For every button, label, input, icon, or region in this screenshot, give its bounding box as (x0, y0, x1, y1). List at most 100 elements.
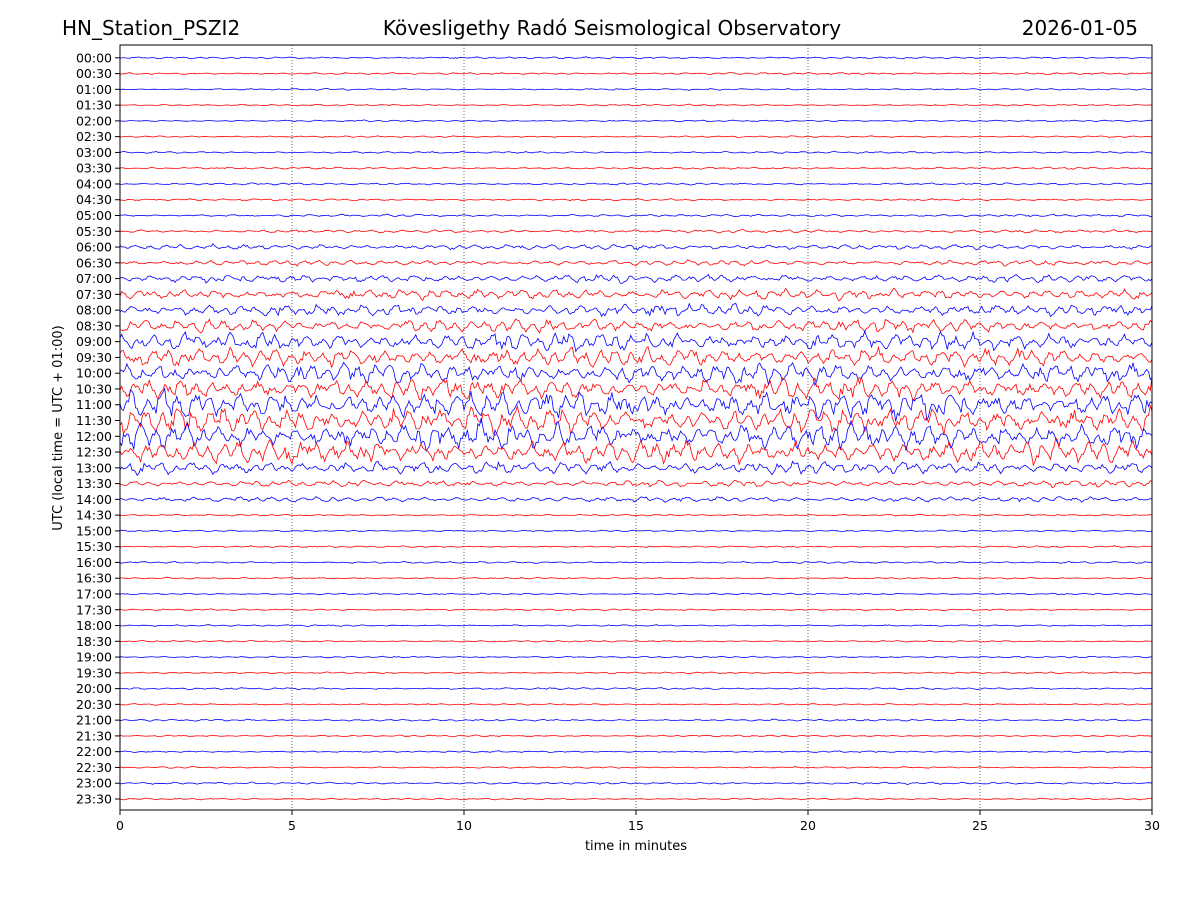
y-tick-label: 20:30 (76, 697, 112, 712)
observatory-title: Kövesligethy Radó Seismological Observat… (383, 16, 841, 40)
y-tick-label: 00:30 (76, 66, 112, 81)
trace-row-2300 (119, 781, 1153, 786)
y-tick-label: 05:30 (76, 224, 112, 239)
y-tick-label: 13:00 (76, 460, 112, 475)
trace-row-1230 (119, 436, 1153, 467)
trace-row-1100 (119, 387, 1153, 422)
trace-row-0200 (119, 119, 1153, 123)
trace-row-1430 (119, 513, 1153, 517)
trace-row-2200 (120, 750, 1152, 754)
y-tick-label: 06:30 (76, 255, 112, 270)
trace-row-0630 (119, 259, 1153, 267)
trace-row-0400 (119, 182, 1153, 186)
trace-row-2100 (119, 718, 1153, 722)
x-tick-label: 10 (456, 818, 472, 833)
y-axis-ticks: 00:0000:3001:0001:3002:0002:3003:0003:30… (76, 50, 120, 806)
y-tick-label: 07:30 (76, 287, 112, 302)
y-tick-label: 04:00 (76, 176, 112, 191)
y-tick-label: 22:30 (76, 760, 112, 775)
y-tick-label: 17:30 (76, 602, 112, 617)
trace-row-0030 (119, 72, 1153, 76)
y-tick-label: 00:00 (76, 50, 112, 65)
trace-row-0330 (119, 166, 1153, 170)
x-tick-label: 30 (1144, 818, 1160, 833)
y-tick-label: 11:00 (76, 397, 112, 412)
trace-row-0100 (119, 87, 1152, 91)
y-tick-label: 17:00 (76, 586, 112, 601)
station-title: HN_Station_PSZI2 (62, 16, 240, 40)
trace-row-1500 (119, 529, 1153, 533)
y-tick-label: 12:00 (76, 429, 112, 444)
x-tick-label: 20 (800, 818, 816, 833)
y-tick-label: 01:00 (76, 82, 112, 97)
trace-row-0600 (119, 243, 1153, 251)
trace-row-2000 (120, 687, 1153, 691)
trace-row-1400 (119, 495, 1153, 503)
y-tick-label: 10:30 (76, 381, 112, 396)
trace-row-2130 (119, 734, 1153, 738)
y-tick-label: 18:00 (76, 618, 112, 633)
trace-row-0300 (119, 150, 1153, 154)
trace-row-2230 (119, 766, 1153, 769)
x-tick-label: 5 (288, 818, 296, 833)
trace-row-1930 (119, 671, 1153, 675)
trace-row-0730 (119, 287, 1153, 302)
y-tick-label: 03:30 (76, 161, 112, 176)
trace-row-1330 (119, 479, 1153, 489)
x-tick-label: 15 (628, 818, 644, 833)
trace-row-0700 (119, 273, 1153, 284)
y-tick-label: 21:00 (76, 713, 112, 728)
y-tick-label: 19:00 (76, 650, 112, 665)
trace-row-0530 (119, 228, 1152, 234)
y-tick-label: 16:00 (76, 555, 112, 570)
trace-row-0000 (119, 56, 1153, 60)
trace-row-1630 (120, 576, 1153, 580)
trace-row-0130 (119, 103, 1153, 107)
y-tick-label: 09:30 (76, 350, 112, 365)
trace-row-1030 (119, 375, 1153, 402)
trace-row-1130 (119, 404, 1153, 437)
y-tick-label: 05:00 (76, 208, 112, 223)
trace-row-1700 (119, 592, 1152, 596)
seismic-traces (119, 56, 1153, 801)
trace-row-1900 (119, 655, 1153, 659)
y-tick-label: 18:30 (76, 634, 112, 649)
y-tick-label: 23:30 (76, 791, 112, 806)
date-title: 2026-01-05 (1022, 16, 1138, 40)
y-tick-label: 11:30 (76, 413, 112, 428)
trace-row-0800 (119, 302, 1153, 318)
x-axis-label: time in minutes (585, 839, 687, 854)
trace-row-0900 (119, 329, 1153, 353)
y-tick-label: 16:30 (76, 571, 112, 586)
trace-row-0930 (119, 345, 1153, 369)
y-tick-label: 13:30 (76, 476, 112, 491)
trace-row-1730 (119, 608, 1153, 612)
y-tick-label: 10:00 (76, 366, 112, 381)
trace-row-0230 (119, 135, 1152, 139)
y-tick-label: 22:00 (76, 744, 112, 759)
y-tick-label: 14:30 (76, 508, 112, 523)
y-tick-label: 15:30 (76, 539, 112, 554)
y-tick-label: 02:30 (76, 129, 112, 144)
y-tick-label: 07:00 (76, 271, 112, 286)
y-tick-label: 15:00 (76, 523, 112, 538)
trace-row-0830 (119, 318, 1153, 334)
y-tick-label: 08:00 (76, 303, 112, 318)
x-tick-label: 0 (116, 818, 124, 833)
y-axis-label: UTC (local time = UTC + 01:00) (51, 325, 66, 530)
y-tick-label: 01:30 (76, 98, 112, 113)
y-tick-label: 12:30 (76, 445, 112, 460)
trace-row-1830 (119, 639, 1153, 643)
trace-row-0430 (119, 198, 1152, 202)
y-tick-label: 04:30 (76, 192, 112, 207)
trace-row-2330 (119, 797, 1152, 801)
y-tick-label: 19:30 (76, 665, 112, 680)
x-tick-label: 25 (972, 818, 988, 833)
y-tick-label: 20:00 (76, 681, 112, 696)
y-tick-label: 08:30 (76, 318, 112, 333)
trace-row-2030 (119, 702, 1153, 706)
trace-row-1000 (119, 361, 1153, 387)
trace-row-1800 (119, 624, 1152, 627)
